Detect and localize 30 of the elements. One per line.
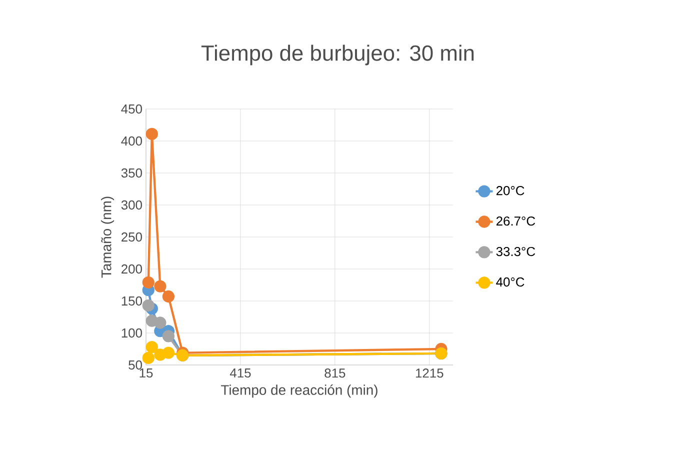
point [162,346,175,359]
x-tick-label: 1215 [416,368,444,378]
y-tick-label: 250 [122,232,142,242]
point [146,340,158,354]
y-tick-label: 300 [121,200,142,210]
legend-label: 20°C [496,186,524,196]
chart-title: Tiempo de burbujeo: 30 min [201,44,474,66]
y-tick-label: 100 [122,328,142,338]
y-tick-label: 200 [122,264,142,274]
x-tick-label: 415 [230,368,251,378]
point [142,276,154,288]
x-tick-label: 815 [324,368,346,378]
y-tick-label: 400 [121,136,142,146]
y-axis-title: Tamaño (nm) [101,196,114,278]
point [142,299,154,312]
legend-label: 40°C [496,277,524,287]
point [162,290,175,303]
x-axis-title: Tiempo de reacción (min) [221,384,378,398]
point [146,128,158,140]
y-tick-label: 50 [128,360,142,370]
point [142,352,154,364]
y-tick-label: 150 [122,296,142,306]
x-tick-label: 15 [140,368,153,378]
legend-label: 26.7°C [496,216,536,226]
point [154,280,166,292]
y-tick-label: 350 [121,168,142,178]
point [162,330,175,342]
legend-label: 33.3°C [496,246,536,256]
point [154,316,166,329]
y-tick-label: 450 [121,104,142,114]
